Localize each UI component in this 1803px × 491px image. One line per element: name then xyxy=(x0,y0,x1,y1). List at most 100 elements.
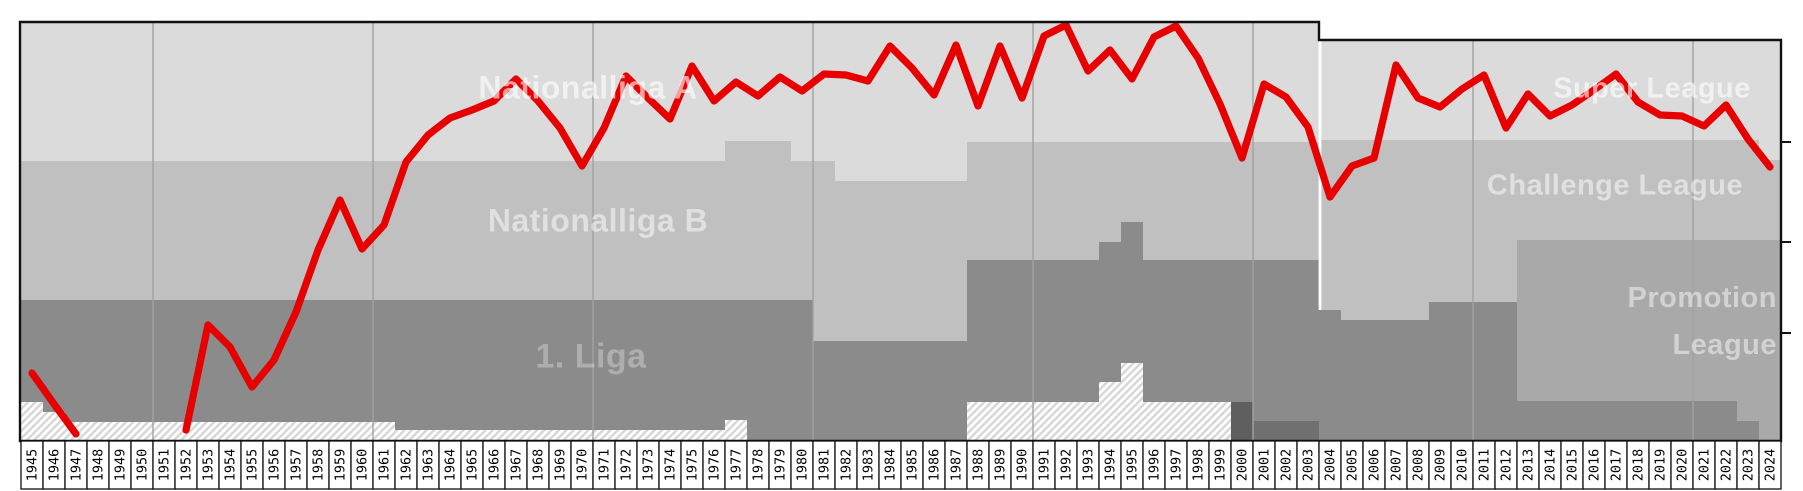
year-label: 1980 xyxy=(795,449,811,482)
league-band-tier3 xyxy=(1517,401,1737,441)
year-label: 2023 xyxy=(1741,449,1757,482)
league-band-tier1 xyxy=(835,22,967,181)
year-label: 1995 xyxy=(1125,449,1141,482)
year-label: 2013 xyxy=(1521,449,1537,482)
year-label: 2001 xyxy=(1257,449,1273,482)
year-label: 1961 xyxy=(377,449,393,482)
year-label: 1954 xyxy=(223,449,239,482)
year-label: 1981 xyxy=(817,449,833,482)
year-label: 1984 xyxy=(883,449,899,482)
year-label: 2002 xyxy=(1279,449,1295,482)
year-label: 2005 xyxy=(1345,449,1361,482)
league-band-tier3 xyxy=(1319,310,1341,441)
year-label: 1979 xyxy=(773,449,789,482)
league-band-tier3 xyxy=(1231,260,1253,402)
year-label: 1991 xyxy=(1037,449,1053,482)
lower-division-box xyxy=(1253,421,1319,441)
league-band-tier3 xyxy=(1253,260,1319,421)
year-label: 1971 xyxy=(597,449,613,482)
year-label: 2004 xyxy=(1323,449,1339,482)
year-label: 2007 xyxy=(1389,449,1405,482)
year-label: 1956 xyxy=(267,449,283,482)
year-label: 1974 xyxy=(663,449,679,482)
year-label: 1948 xyxy=(91,449,107,482)
league-band-tier2 xyxy=(1517,140,1759,240)
sub-league-hatch-band xyxy=(1099,382,1121,441)
year-label: 1952 xyxy=(179,449,195,482)
year-label: 1966 xyxy=(487,449,503,482)
year-label: 2019 xyxy=(1653,449,1669,482)
year-label: 1985 xyxy=(905,449,921,482)
league-band-tier3 xyxy=(1143,260,1231,402)
year-label: 1992 xyxy=(1059,449,1075,482)
league-band-tier2 xyxy=(1143,142,1319,260)
year-label: 1982 xyxy=(839,449,855,482)
year-label: 1973 xyxy=(641,449,657,482)
year-label: 1955 xyxy=(245,449,261,482)
year-label: 1993 xyxy=(1081,449,1097,482)
year-label: 2012 xyxy=(1499,449,1515,482)
performance-line xyxy=(28,369,80,438)
year-label: 2014 xyxy=(1543,449,1559,482)
year-label: 1987 xyxy=(949,449,965,482)
sub-league-hatch-band xyxy=(395,430,725,441)
year-label: 2015 xyxy=(1565,449,1581,482)
year-label: 1989 xyxy=(993,449,1009,482)
year-label: 1976 xyxy=(707,449,723,482)
year-label: 1953 xyxy=(201,449,217,482)
year-label: 1972 xyxy=(619,449,635,482)
year-label: 1968 xyxy=(531,449,547,482)
year-label: 1945 xyxy=(25,449,41,482)
year-label: 2009 xyxy=(1433,449,1449,482)
lower-division-box xyxy=(1231,402,1253,441)
league-band-tier2 xyxy=(1099,142,1121,242)
year-label: 1950 xyxy=(135,449,151,482)
league-band-tier2 xyxy=(813,161,835,341)
year-label: 1960 xyxy=(355,449,371,482)
year-label: 1986 xyxy=(927,449,943,482)
sub-league-hatch-band xyxy=(725,420,747,441)
year-label: 1975 xyxy=(685,449,701,482)
year-label: 1978 xyxy=(751,449,767,482)
league-band-tier2 xyxy=(725,141,791,300)
year-label: 1949 xyxy=(113,449,129,482)
year-label: 1990 xyxy=(1015,449,1031,482)
year-label: 2016 xyxy=(1587,449,1603,482)
year-label: 2003 xyxy=(1301,449,1317,482)
year-label: 1946 xyxy=(47,449,63,482)
league-band-tier3 xyxy=(1099,242,1121,382)
year-label: 2017 xyxy=(1609,449,1625,482)
year-label: 1959 xyxy=(333,449,349,482)
league-band-promotion xyxy=(1737,240,1759,421)
year-label: 1967 xyxy=(509,449,525,482)
league-band-tier3 xyxy=(1737,421,1759,441)
league-band-tier2 xyxy=(835,181,967,341)
league-band-tier2 xyxy=(1759,160,1781,240)
year-label: 1970 xyxy=(575,449,591,482)
year-label: 2006 xyxy=(1367,449,1383,482)
league-band-tier3 xyxy=(813,341,967,441)
year-label: 1951 xyxy=(157,449,173,482)
league-band-tier3 xyxy=(395,300,725,430)
league-band-tier3 xyxy=(725,300,747,420)
year-label: 1999 xyxy=(1213,449,1229,482)
year-label: 1983 xyxy=(861,449,877,482)
year-label: 2021 xyxy=(1697,449,1713,482)
year-label: 1947 xyxy=(69,449,85,482)
league-band-tier3 xyxy=(65,300,395,422)
league-band-promotion xyxy=(1759,240,1781,441)
sub-league-hatch-band xyxy=(65,422,395,441)
year-cell xyxy=(1758,440,1782,490)
year-label: 1996 xyxy=(1147,449,1163,482)
year-label: 1994 xyxy=(1103,449,1119,482)
year-label: 2010 xyxy=(1455,449,1471,482)
year-label: 1977 xyxy=(729,449,745,482)
year-label: 1997 xyxy=(1169,449,1185,482)
year-label: 1964 xyxy=(443,449,459,482)
year-label: 1958 xyxy=(311,449,327,482)
sub-league-hatch-band xyxy=(43,412,65,441)
league-band-tier2 xyxy=(1121,142,1143,222)
year-label: 1963 xyxy=(421,449,437,482)
